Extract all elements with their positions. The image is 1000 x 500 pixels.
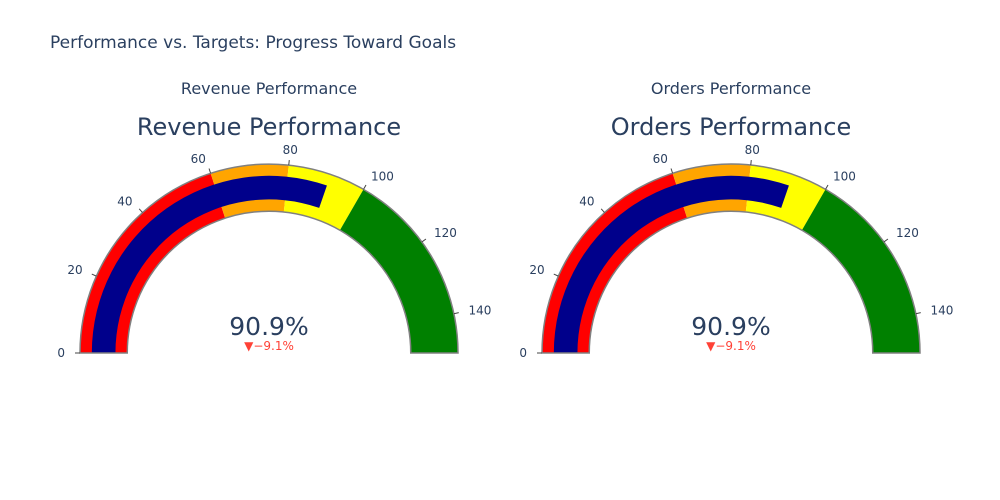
orders-gauge-tick-60 [670, 168, 674, 174]
orders-gauge-step-3 [801, 189, 920, 353]
revenue-gauge-tick-100 [363, 184, 367, 190]
revenue-gauge-tick-label-20: 20 [67, 263, 82, 277]
orders-gauge-tick-140 [915, 312, 921, 315]
revenue-gauge-outline [79, 163, 459, 354]
orders-gauge-ticks: 0 20 40 60 80 100 120 140 [519, 143, 953, 360]
orders-gauge-tick-label-0: 0 [519, 346, 527, 360]
orders-gauge-tick-label-60: 60 [653, 152, 668, 166]
orders-gauge: Orders Performance Orders Performance 0 2… [519, 79, 953, 360]
revenue-gauge-tick-120 [421, 238, 427, 243]
orders-gauge-tick-80 [750, 160, 752, 166]
revenue-gauge-tick-80 [288, 160, 290, 166]
orders-gauge-outline-group [541, 163, 921, 354]
orders-gauge-outline [541, 163, 921, 354]
revenue-gauge-tick-label-0: 0 [57, 346, 65, 360]
orders-gauge-tick-label-140: 140 [931, 304, 954, 318]
revenue-gauge-tick-140 [453, 312, 459, 315]
revenue-delta: ▼−9.1% [244, 339, 294, 353]
orders-gauge-tick-label-120: 120 [896, 226, 919, 240]
revenue-gauge-tick-label-40: 40 [117, 194, 132, 208]
orders-gauge-tick-120 [883, 238, 889, 243]
revenue-value: 90.9% [229, 312, 308, 341]
revenue-gauge-bar [91, 175, 327, 353]
revenue-gauge-tick-60 [208, 168, 212, 174]
chart-title: Performance vs. Targets: Progress Toward… [50, 33, 457, 53]
orders-gauge-title: Orders Performance [611, 113, 851, 141]
orders-subplot-title: Orders Performance [651, 79, 811, 98]
orders-gauge-tick-label-100: 100 [833, 169, 856, 183]
orders-gauge-bar-group [553, 175, 789, 353]
revenue-gauge-ticks: 0 20 40 60 80 100 120 140 [57, 143, 491, 360]
orders-gauge-tick-20 [553, 273, 559, 277]
orders-gauge-tick-label-40: 40 [579, 194, 594, 208]
orders-gauge-tick-100 [825, 184, 829, 190]
revenue-gauge-bar-group [91, 175, 327, 353]
orders-gauge-bar [553, 175, 789, 353]
revenue-gauge-tick-label-60: 60 [191, 152, 206, 166]
orders-gauge-tick-40 [600, 208, 605, 213]
revenue-gauge-title: Revenue Performance [137, 113, 401, 141]
revenue-gauge-tick-20 [91, 273, 97, 277]
orders-value: 90.9% [691, 312, 770, 341]
revenue-gauge: Revenue Performance Revenue Performance … [57, 79, 491, 360]
revenue-gauge-step-3 [339, 189, 458, 353]
revenue-gauge-outline-group [79, 163, 459, 354]
revenue-gauge-tick-label-80: 80 [283, 143, 298, 157]
revenue-gauge-tick-label-140: 140 [469, 304, 492, 318]
orders-gauge-tick-label-80: 80 [745, 143, 760, 157]
orders-delta: ▼−9.1% [706, 339, 756, 353]
revenue-gauge-tick-label-100: 100 [371, 169, 394, 183]
orders-gauge-tick-label-20: 20 [529, 263, 544, 277]
revenue-subplot-title: Revenue Performance [181, 79, 357, 98]
revenue-gauge-tick-label-120: 120 [434, 226, 457, 240]
revenue-gauge-tick-40 [138, 208, 143, 213]
